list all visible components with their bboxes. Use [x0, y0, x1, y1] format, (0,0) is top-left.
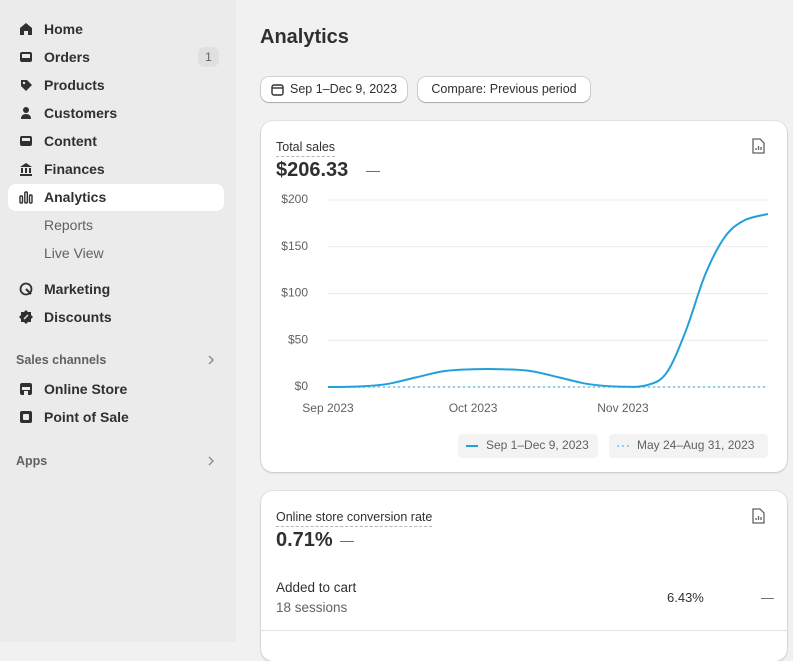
nav-item[interactable]: Marketing: [44, 281, 111, 297]
legend-item: [458, 434, 598, 458]
y-tick-label: $50: [288, 332, 308, 346]
card-title: Online store conversion rate: [276, 508, 433, 527]
icon-content: [20, 136, 32, 146]
divider: [261, 630, 787, 631]
nav-subitem[interactable]: Reports: [44, 217, 94, 233]
section-title[interactable]: Sales channels: [16, 353, 107, 367]
series-line: [327, 213, 769, 388]
export-icon[interactable]: [751, 508, 765, 524]
icon-store: [20, 383, 32, 395]
metric-value: $206.33: [276, 159, 349, 181]
y-tick-label: $200: [281, 192, 308, 206]
nav-item[interactable]: Products: [44, 77, 105, 93]
badge: 1: [198, 47, 219, 67]
y-tick-label: $0: [295, 379, 309, 393]
nav-item[interactable]: Finances: [44, 161, 105, 177]
icon-marketing: [19, 282, 33, 296]
metric-value: 0.71%: [276, 529, 333, 551]
icon-products: [21, 80, 32, 91]
sidebar: Home Orders 1 Products Customers Content…: [0, 0, 236, 642]
x-tick-label: Nov 2023: [597, 401, 649, 415]
icon-home: [20, 23, 32, 35]
card-title: Total sales: [276, 138, 336, 157]
row-sessions: 18 sessions: [276, 600, 348, 615]
row-change: —: [761, 590, 774, 605]
metric-change: —: [366, 162, 380, 178]
date-range: Sep 1–Dec 9, 2023: [290, 82, 398, 96]
nav-item[interactable]: Point of Sale: [44, 409, 129, 425]
export-icon[interactable]: [751, 138, 765, 154]
compare-button[interactable]: Compare: Previous period: [418, 77, 590, 102]
nav-item[interactable]: Home: [44, 21, 83, 37]
chevron[interactable]: [206, 456, 216, 466]
nav-item[interactable]: Customers: [44, 105, 118, 121]
x-tick-label: Sep 2023: [302, 401, 354, 415]
nav-item[interactable]: Analytics: [44, 189, 107, 205]
icon-orders: [20, 52, 32, 62]
chart: $0 $50 $100 $150 $200 Sep 2023 Oct 2023 Nov 202…: [281, 192, 769, 458]
page-title: Analytics: [260, 26, 349, 48]
date-button[interactable]: Sep 1–Dec 9, 2023: [261, 77, 407, 102]
nav-item[interactable]: Discounts: [44, 309, 112, 325]
legend-label: May 24–Aug 31, 2023: [637, 438, 755, 452]
x-tick-label: Oct 2023: [449, 401, 498, 415]
icon-customers: [21, 107, 31, 119]
y-tick-label: $100: [281, 286, 308, 300]
sales-card: Total sales $206.33 — $0 $50 $100 $150 $200 S…: [261, 121, 787, 472]
nav-selected: [8, 184, 224, 211]
nav-item[interactable]: Orders: [44, 49, 90, 65]
conversion-card: Online store conversion rate 0.71% — Add…: [261, 491, 787, 661]
icon-analytics: [19, 191, 33, 204]
icon-calendar: [271, 84, 284, 96]
nav-item[interactable]: Online Store: [44, 381, 128, 397]
nav-subitem[interactable]: Live View: [44, 245, 104, 261]
section-title[interactable]: Apps: [16, 454, 48, 468]
row-label: Added to cart: [276, 580, 357, 595]
y-tick-label: $150: [281, 239, 308, 253]
chevron[interactable]: [206, 355, 216, 365]
legend-label: Sep 1–Dec 9, 2023: [486, 438, 589, 452]
icon-pos: [20, 411, 32, 423]
icon-finances: [20, 163, 32, 176]
icon-discounts: [19, 310, 33, 324]
legend-item: [609, 434, 768, 458]
metric-change: —: [340, 532, 354, 548]
nav-item[interactable]: Content: [44, 133, 97, 149]
row-rate: 6.43%: [667, 590, 704, 605]
